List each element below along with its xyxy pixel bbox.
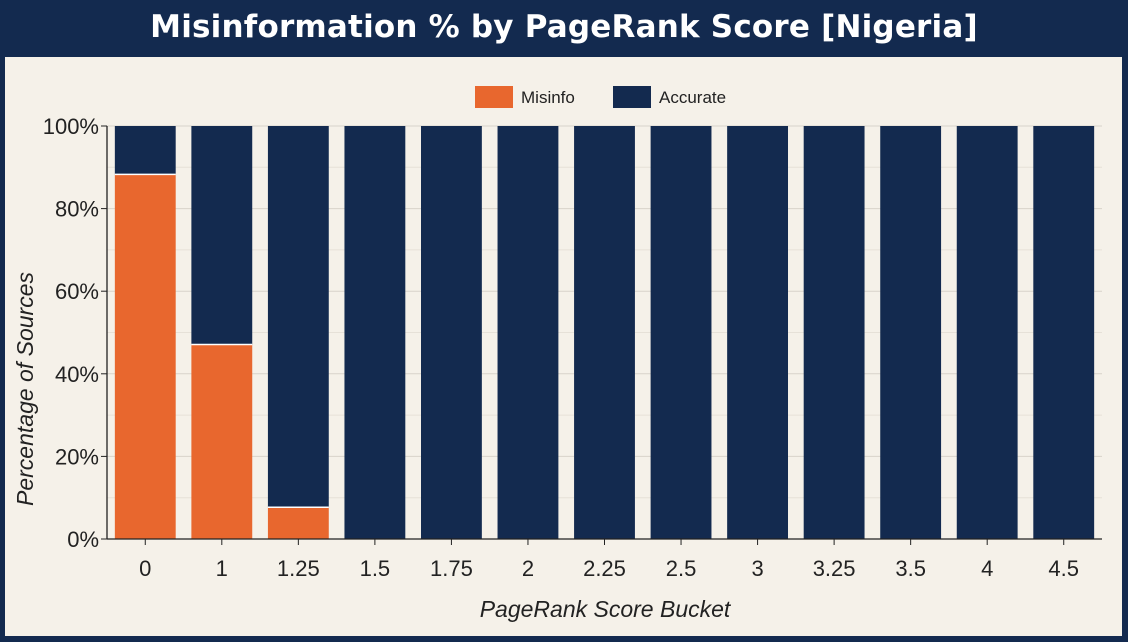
legend: Misinfo Accurate (475, 86, 726, 108)
bar-accurate-3.25 (803, 126, 865, 539)
x-tick-label: 1 (216, 556, 228, 581)
legend-swatch-accurate (613, 86, 651, 108)
x-tick-label: 2.25 (583, 556, 626, 581)
bar-accurate-1.75 (420, 126, 482, 539)
y-tick-label: 80% (55, 197, 99, 222)
x-tick-label: 2.5 (666, 556, 697, 581)
legend-label-accurate: Accurate (659, 88, 726, 107)
y-tick-label: 60% (55, 279, 99, 304)
x-tick-label: 2 (522, 556, 534, 581)
bar-accurate-1.25 (267, 126, 329, 508)
axes: 0 1 1.25 1.5 1.75 2 2.25 2.5 3 3.25 3.5 4 4.5 0% 20% 40… (43, 114, 1102, 581)
bar-accurate-1 (191, 126, 253, 345)
legend-swatch-misinfo (475, 86, 513, 108)
bar-accurate-3.5 (880, 126, 942, 539)
bar-accurate-2.5 (650, 126, 712, 539)
chart-title: Misinformation % by PageRank Score [Nige… (150, 9, 978, 45)
chart-panel: 0 1 1.25 1.5 1.75 2 2.25 2.5 3 3.25 3.5 4 4.5 0% 20% 40… (5, 57, 1122, 636)
legend-label-misinfo: Misinfo (521, 88, 575, 107)
bar-accurate-2.25 (574, 126, 635, 539)
x-tick-label: 0 (139, 556, 151, 581)
bar-misinfo-1.25 (267, 507, 329, 539)
bar-chart: 0 1 1.25 1.5 1.75 2 2.25 2.5 3 3.25 3.5 4 4.5 0% 20% 40… (12, 86, 1102, 622)
x-tick-label: 4 (981, 556, 993, 581)
y-tick-label: 40% (55, 362, 99, 387)
y-axis-label: Percentage of Sources (12, 272, 38, 506)
bar-accurate-4.5 (1033, 126, 1095, 539)
y-tick-label: 20% (55, 444, 99, 469)
y-tick-label: 100% (43, 114, 99, 139)
x-tick-label: 1.75 (430, 556, 473, 581)
x-tick-label: 4.5 (1048, 556, 1079, 581)
bar-accurate-0 (114, 126, 176, 175)
y-tick-label: 0% (67, 527, 99, 552)
bar-accurate-3 (727, 126, 789, 539)
bar-misinfo-1 (191, 344, 253, 539)
bar-accurate-4 (956, 126, 1018, 539)
x-tick-label: 1.25 (277, 556, 320, 581)
bar-accurate-2 (497, 126, 559, 539)
bar-accurate-1.5 (344, 126, 406, 539)
x-axis-label: PageRank Score Bucket (480, 596, 732, 622)
bar-misinfo-0 (114, 174, 176, 540)
x-tick-label: 3 (751, 556, 763, 581)
x-tick-label: 1.5 (360, 556, 391, 581)
x-tick-label: 3.5 (895, 556, 926, 581)
bars (114, 126, 1095, 540)
x-tick-label: 3.25 (813, 556, 856, 581)
